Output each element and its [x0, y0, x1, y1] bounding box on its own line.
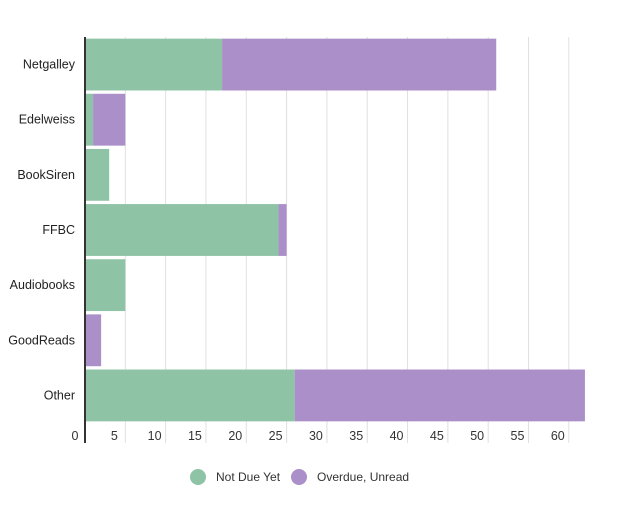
bars	[85, 38, 585, 422]
bar-audiobooks-series-0	[85, 259, 126, 312]
legend: Not Due Yet Overdue, Unread	[190, 469, 409, 485]
x-tick-label-45: 45	[430, 429, 444, 443]
x-tick-label-15: 15	[188, 429, 202, 443]
bar-ffbc-series-0	[85, 204, 279, 256]
x-tick-label-10: 10	[148, 429, 162, 443]
x-axis-tick-labels: 0 5 10 15 20 25 30 35 40 45 50 55 60	[72, 429, 565, 443]
legend-label-1: Overdue, Unread	[317, 470, 409, 484]
bar-other-series-1	[294, 369, 585, 422]
category-label-edelweiss: Edelweiss	[19, 113, 75, 127]
bar-edelweiss-series-1	[93, 93, 126, 146]
x-tick-label-55: 55	[511, 429, 525, 443]
bar-booksiren-series-0	[85, 148, 110, 201]
x-tick-label-0: 0	[72, 429, 79, 443]
x-tick-label-25: 25	[269, 429, 283, 443]
category-label-netgalley: Netgalley	[23, 58, 76, 72]
x-tick-label-35: 35	[349, 429, 363, 443]
bar-edelweiss-series-0	[85, 93, 94, 146]
category-label-audiobooks: Audiobooks	[10, 278, 75, 292]
bar-ffbc-series-1	[278, 204, 287, 256]
category-label-other: Other	[44, 388, 75, 402]
x-tick-label-5: 5	[111, 429, 118, 443]
category-label-goodreads: GoodReads	[8, 333, 75, 347]
category-label-booksiren: BookSiren	[17, 168, 75, 182]
category-labels: Netgalley Edelweiss BookSiren FFBC Audiobook…	[8, 58, 75, 403]
x-tick-label-30: 30	[309, 429, 323, 443]
bar-netgalley-series-0	[85, 38, 223, 91]
category-label-ffbc: FFBC	[42, 223, 75, 237]
bar-goodreads-series-1	[85, 314, 102, 367]
legend-swatch-1	[291, 469, 307, 485]
x-tick-label-20: 20	[228, 429, 242, 443]
x-tick-label-40: 40	[390, 429, 404, 443]
bar-netgalley-series-1	[222, 38, 497, 91]
x-tick-label-50: 50	[470, 429, 484, 443]
legend-swatch-0	[190, 469, 206, 485]
x-tick-label-60: 60	[551, 429, 565, 443]
bar-other-series-0	[85, 369, 295, 422]
legend-label-0: Not Due Yet	[216, 470, 281, 484]
